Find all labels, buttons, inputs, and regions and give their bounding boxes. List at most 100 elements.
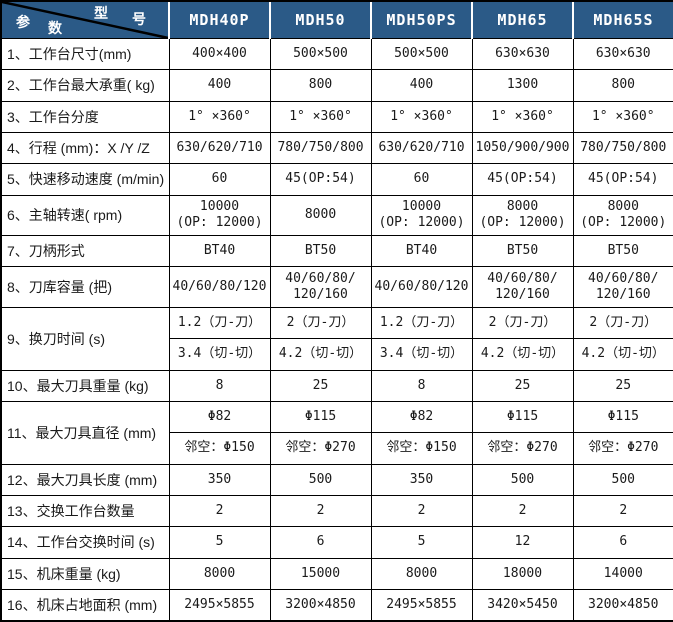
cell: 3.4（切-切） xyxy=(370,338,473,371)
cell: 45(OP:54) xyxy=(572,163,673,196)
cell: 40/60/80/120 xyxy=(370,266,473,308)
cell: BT40 xyxy=(168,235,271,268)
cell: 4.2（切-切） xyxy=(471,338,574,371)
cell: 2495×5855 xyxy=(370,588,473,622)
row-label: 12、最大刀具长度 (mm) xyxy=(0,463,170,496)
table-row: 10、最大刀具重量 (kg) 8 25 8 25 25 xyxy=(0,369,673,402)
cell: 6 xyxy=(572,526,673,559)
row-label: 4、行程 (mm)：X /Y /Z xyxy=(0,131,170,165)
cell: 60 xyxy=(168,163,271,196)
cell: 3200×4850 xyxy=(572,588,673,622)
cell: 14000 xyxy=(572,557,673,590)
cell: 400×400 xyxy=(168,37,271,71)
table-row: 6、主轴转速( rpm) 10000 (OP: 12000) 8000 1000… xyxy=(0,194,673,237)
cell: 4.2（切-切） xyxy=(572,338,673,371)
cell: 1° ×360° xyxy=(168,100,271,133)
cell: 500×500 xyxy=(370,37,473,71)
cell: 3.4（切-切） xyxy=(168,338,271,371)
table-row: 11、最大刀具直径 (mm) Φ82 Φ115 Φ82 Φ115 Φ115 xyxy=(0,400,673,465)
column-header-mdh50: MDH50 xyxy=(269,0,372,39)
row-label: 2、工作台最大承重( kg) xyxy=(0,69,170,102)
cell: 630/620/710 xyxy=(168,131,271,165)
cell: 邻空：Φ270 xyxy=(471,432,574,465)
row-label: 6、主轴转速( rpm) xyxy=(0,194,170,237)
table-row: 16、机床占地面积 (mm) 2495×5855 3200×4850 2495×… xyxy=(0,588,673,622)
table-row: 12、最大刀具长度 (mm) 350 500 350 500 500 xyxy=(0,463,673,496)
row-label: 10、最大刀具重量 (kg) xyxy=(0,369,170,402)
row-label: 14、工作台交换时间 (s) xyxy=(0,526,170,559)
cell: 8000 (OP: 12000) xyxy=(572,194,673,237)
corner-model-label: 型 xyxy=(94,5,108,21)
cell: 15000 xyxy=(269,557,372,590)
diagonal-divider-line xyxy=(3,3,168,38)
corner-model-label: 号 xyxy=(132,11,146,27)
cell: 邻空：Φ270 xyxy=(269,432,372,465)
cell: 8000 (OP: 12000) xyxy=(471,194,574,237)
cell: 2 xyxy=(572,494,673,528)
cell: 45(OP:54) xyxy=(471,163,574,196)
cell: 1300 xyxy=(471,69,574,102)
cell: 40/60/80/ 120/160 xyxy=(572,266,673,308)
table-subrow: 邻空：Φ150 邻空：Φ270 邻空：Φ150 邻空：Φ270 邻空：Φ270 xyxy=(1,432,673,465)
cell: Φ82 xyxy=(168,400,271,434)
cell: 25 xyxy=(471,369,574,402)
row-label: 15、机床重量 (kg) xyxy=(0,557,170,590)
cell: BT50 xyxy=(471,235,574,268)
cell: 500 xyxy=(471,463,574,496)
row-label: 9、换刀时间 (s) xyxy=(0,306,170,371)
cell: 40/60/80/ 120/160 xyxy=(269,266,372,308)
column-header-mdh65: MDH65 xyxy=(471,0,574,39)
cell: 40/60/80/ 120/160 xyxy=(471,266,574,308)
cell: 邻空：Φ150 xyxy=(370,432,473,465)
cell: BT40 xyxy=(370,235,473,268)
cell: 1.2（刀-刀） xyxy=(168,306,271,340)
cell: 12 xyxy=(471,526,574,559)
cell: 800 xyxy=(572,69,673,102)
cell: 8000 xyxy=(370,557,473,590)
cell: 邻空：Φ270 xyxy=(572,432,673,465)
cell: 邻空：Φ150 xyxy=(168,432,271,465)
cell: 2 xyxy=(370,494,473,528)
cell: 780/750/800 xyxy=(572,131,673,165)
row-label: 7、刀柄形式 xyxy=(0,235,170,268)
row-label: 13、交换工作台数量 xyxy=(0,494,170,528)
cell: 3200×4850 xyxy=(269,588,372,622)
cell: 400 xyxy=(168,69,271,102)
column-header-mdh65s: MDH65S xyxy=(572,0,673,39)
cell: 3420×5450 xyxy=(471,588,574,622)
cell: 500×500 xyxy=(269,37,372,71)
row-label: 1、工作台尺寸(mm) xyxy=(0,37,170,71)
table-row: 4、行程 (mm)：X /Y /Z 630/620/710 780/750/80… xyxy=(0,131,673,165)
cell: 630/620/710 xyxy=(370,131,473,165)
header-row: 型 号 参 数 MDH40P MDH50 MDH50PS MDH65 MDH65… xyxy=(0,0,673,39)
cell: 5 xyxy=(370,526,473,559)
cell: 10000 (OP: 12000) xyxy=(370,194,473,237)
column-header-mdh50ps: MDH50PS xyxy=(370,0,473,39)
cell: 10000 (OP: 12000) xyxy=(168,194,271,237)
cell: Φ115 xyxy=(572,400,673,434)
cell: 350 xyxy=(370,463,473,496)
cell: 400 xyxy=(370,69,473,102)
table-row: 15、机床重量 (kg) 8000 15000 8000 18000 14000 xyxy=(0,557,673,590)
row-label: 8、刀库容量 (把) xyxy=(0,266,170,308)
cell: 1° ×360° xyxy=(370,100,473,133)
cell: 350 xyxy=(168,463,271,496)
row-label: 16、机床占地面积 (mm) xyxy=(0,588,170,622)
table-row: 9、换刀时间 (s) 1.2（刀-刀） 2（刀-刀） 1.2（刀-刀） 2（刀-… xyxy=(0,306,673,371)
cell: 780/750/800 xyxy=(269,131,372,165)
cell: 18000 xyxy=(471,557,574,590)
cell: 800 xyxy=(269,69,372,102)
cell: 2（刀-刀） xyxy=(471,306,574,340)
row-label: 5、快速移动速度 (m/min) xyxy=(0,163,170,196)
cell: BT50 xyxy=(572,235,673,268)
table-row: 14、工作台交换时间 (s) 5 6 5 12 6 xyxy=(0,526,673,559)
table-row: 1、工作台尺寸(mm) 400×400 500×500 500×500 630×… xyxy=(0,37,673,71)
cell: 25 xyxy=(572,369,673,402)
cell: Φ82 xyxy=(370,400,473,434)
cell: 2（刀-刀） xyxy=(269,306,372,340)
cell: 1050/900/900 xyxy=(471,131,574,165)
cell: 45(OP:54) xyxy=(269,163,372,196)
cell: 500 xyxy=(269,463,372,496)
